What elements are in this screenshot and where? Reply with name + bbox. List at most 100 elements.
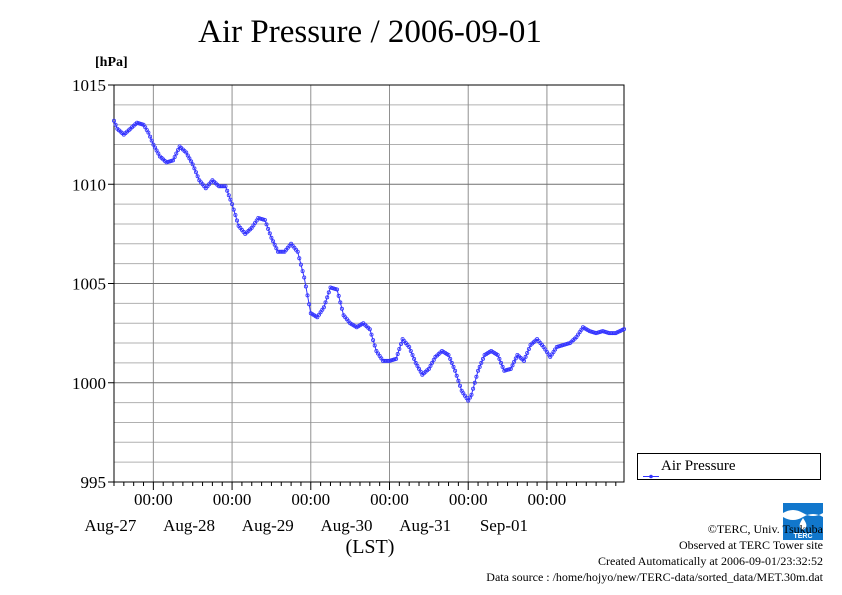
data-point [274, 246, 279, 251]
data-point [303, 284, 308, 289]
data-point [508, 366, 513, 371]
data-point [408, 348, 413, 353]
data-point [467, 395, 472, 400]
data-point [300, 269, 305, 274]
data-point [305, 293, 310, 298]
x-tick-label-date: Aug-31 [399, 516, 451, 535]
data-point [525, 350, 530, 355]
data-point [264, 222, 269, 227]
data-point [175, 147, 180, 152]
data-point [154, 148, 159, 153]
data-point [336, 293, 341, 298]
data-point [449, 360, 454, 365]
x-tick-label-date: Aug-29 [242, 516, 294, 535]
data-point [622, 327, 627, 332]
data-point [412, 356, 417, 361]
x-tick-label-date: Aug-30 [321, 516, 373, 535]
x-tick-label-date: Aug-27 [84, 516, 136, 535]
data-point [407, 344, 412, 349]
data-point [151, 142, 156, 147]
x-axis-label: (LST) [345, 536, 395, 558]
data-point [448, 356, 453, 361]
data-point [112, 118, 117, 123]
data-point [192, 166, 197, 171]
data-point [225, 188, 230, 193]
data-point [302, 275, 307, 280]
x-tick-label-time: 00:00 [370, 490, 409, 509]
y-tick-label: 1010 [72, 175, 106, 194]
data-point [453, 368, 458, 373]
series-markers [112, 118, 627, 403]
data-point [471, 386, 476, 391]
data-point [418, 369, 423, 374]
data-point [413, 360, 418, 365]
x-tick-label-time: 00:00 [528, 490, 567, 509]
data-point [451, 364, 456, 369]
data-point [234, 218, 239, 223]
data-point [271, 239, 276, 244]
data-point [395, 351, 400, 356]
credits: ©TERC, Univ. Tsukuba Observed at TERC To… [486, 521, 823, 585]
data-point [230, 202, 235, 207]
data-point [394, 356, 399, 361]
y-tick-label: 995 [81, 473, 107, 492]
data-point [523, 354, 528, 359]
data-point [372, 343, 377, 348]
chart-title: Air Pressure / 2006-09-01 [198, 14, 542, 50]
data-point [307, 302, 312, 307]
plot-frame [113, 84, 625, 483]
y-tick-label: 1000 [72, 374, 106, 393]
data-point [339, 306, 344, 311]
logo-text: TERC [793, 533, 812, 540]
data-point [512, 359, 517, 364]
data-point [323, 300, 328, 305]
data-point [295, 249, 300, 254]
data-point [526, 346, 531, 351]
data-point [262, 217, 267, 222]
data-point [174, 151, 179, 156]
data-point [193, 170, 198, 175]
data-point [566, 341, 571, 346]
data-point [172, 154, 177, 159]
data-point [513, 356, 518, 361]
y-tick-label: 1015 [72, 76, 106, 95]
credit-created: Created Automatically at 2006-09-01/23:3… [598, 554, 823, 568]
data-point [495, 352, 500, 357]
data-point [272, 242, 277, 247]
data-point [269, 235, 274, 240]
data-point [369, 332, 374, 337]
x-tick-label-date: Sep-01 [480, 516, 528, 535]
data-point [498, 360, 503, 365]
data-point [466, 398, 471, 403]
x-tick-label-time: 00:00 [291, 490, 330, 509]
x-tick-label-time: 00:00 [213, 490, 252, 509]
data-point [392, 357, 397, 362]
data-point [261, 217, 266, 222]
data-point [431, 357, 436, 362]
data-point [428, 363, 433, 368]
y-tick-label: 1005 [72, 275, 106, 294]
data-point [371, 338, 376, 343]
data-point [457, 383, 462, 388]
data-point [398, 341, 403, 346]
data-point [367, 327, 372, 332]
data-point [410, 352, 415, 357]
data-point [185, 153, 190, 158]
data-point [297, 256, 302, 261]
data-point [266, 226, 271, 231]
data-point [280, 249, 285, 254]
data-point [522, 358, 527, 363]
data-point [226, 193, 231, 198]
data-point [476, 368, 481, 373]
data-point [321, 305, 326, 310]
data-point [187, 156, 192, 161]
data-point [426, 366, 431, 371]
data-point [325, 295, 330, 300]
data-point [479, 360, 484, 365]
data-point [415, 363, 420, 368]
data-point [326, 290, 331, 295]
credit-observed: Observed at TERC Tower site [678, 538, 823, 552]
data-point [480, 356, 485, 361]
data-point [416, 366, 421, 371]
